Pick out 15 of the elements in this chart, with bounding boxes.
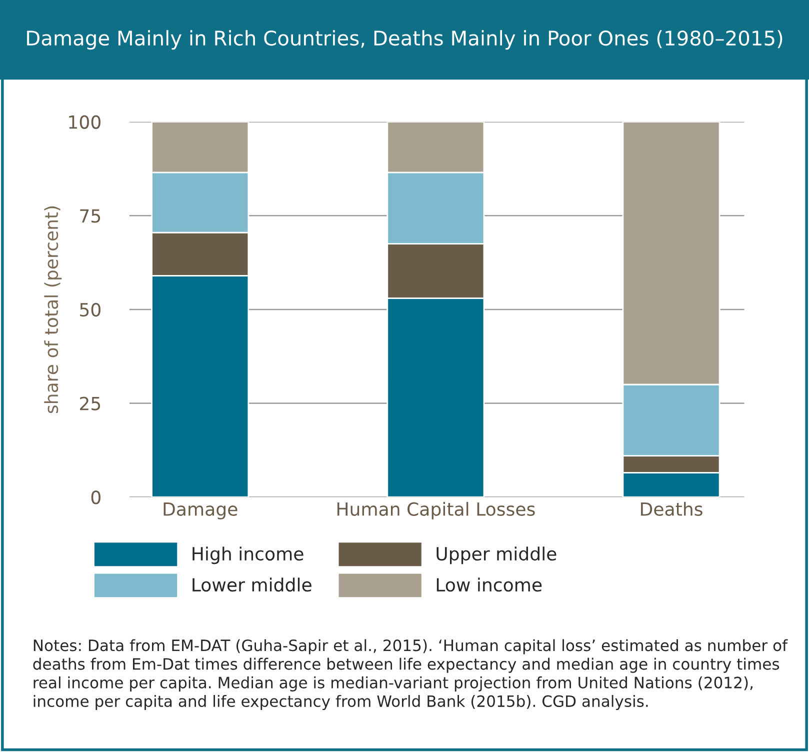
chart-title: Damage Mainly in Rich Countries, Deaths Mainly in Poor Ones (1980–2015) (27, 30, 782, 50)
y-tick-label: 75 (80, 209, 100, 223)
text: Notes: Data from EM-DAT (Guha-Sapir et al., 2015). ‘Human capital loss’ estimated as number of deaths from Em-Dat times difference between life expectancy and median age in country times real income per capita. Median age is median-variant projection from United Nations (2012), income per capita and life expectancy from World Bank (2015b). CGD analysis. (33, 639, 788, 710)
legend-label: Upper middle (436, 546, 556, 564)
legend-label: Low income (436, 578, 542, 592)
x-tick-label: Deaths (641, 502, 702, 516)
x-tick-label: Human Capital Losses (337, 502, 535, 520)
legend-label: High income (192, 546, 304, 564)
y-tick-label: 25 (80, 396, 100, 410)
y-axis-title: share of total (percent) (44, 206, 62, 414)
x-tick-label: Damage (164, 502, 238, 520)
legend-label: Lower middle (192, 578, 312, 592)
y-tick-label: 50 (80, 302, 100, 317)
y-tick-label: 0 (91, 490, 100, 504)
y-tick-label: 100 (69, 115, 100, 129)
